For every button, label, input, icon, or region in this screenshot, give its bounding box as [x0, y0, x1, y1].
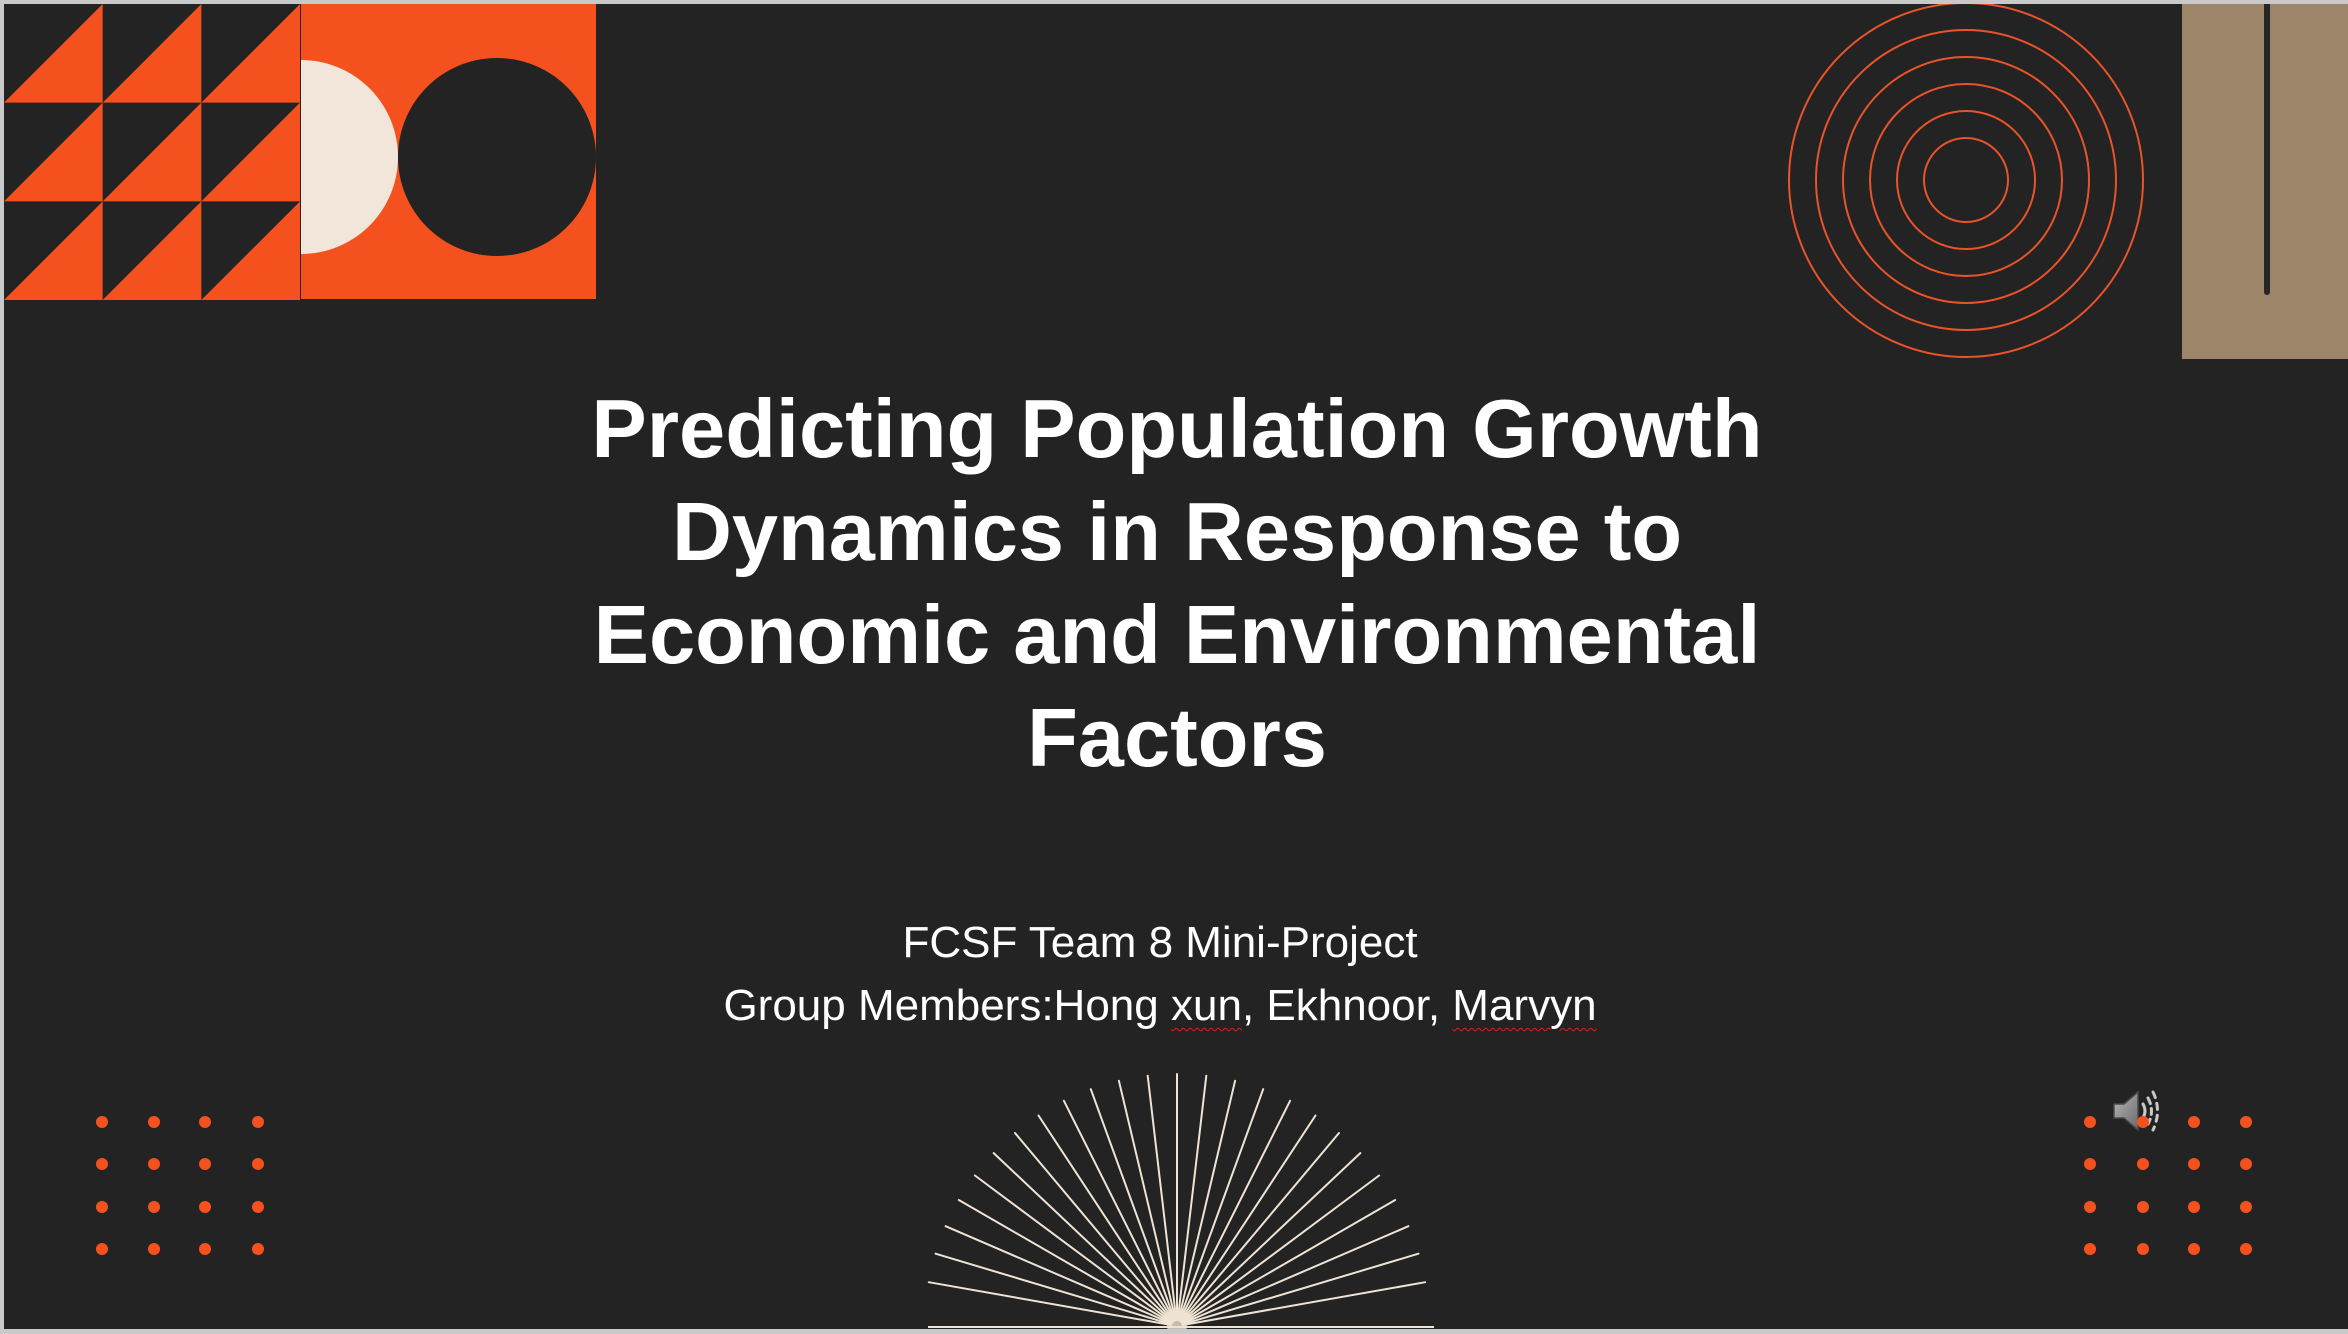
dot — [96, 1158, 108, 1170]
sunburst-ray — [1180, 1152, 1362, 1323]
sunburst-ray — [1117, 1079, 1177, 1322]
sunburst-ray — [1179, 1114, 1317, 1322]
speaker-icon[interactable] — [2108, 1084, 2164, 1138]
subtitle-members: Group Members:Hong xun, Ekhnoor, Marvyn — [560, 974, 1760, 1037]
grid-triangle — [4, 4, 103, 103]
dot — [2188, 1201, 2200, 1213]
sound-wave — [2151, 1090, 2159, 1132]
grid-triangle — [4, 201, 103, 300]
dot — [252, 1158, 264, 1170]
sunburst-ray — [1089, 1088, 1176, 1322]
ring — [1923, 137, 2009, 223]
cream-half-circle — [301, 60, 398, 254]
sunburst-ray — [1062, 1099, 1176, 1322]
dot — [96, 1243, 108, 1255]
dot — [2188, 1116, 2200, 1128]
dot — [148, 1158, 160, 1170]
dot — [2137, 1158, 2149, 1170]
tan-block-decoration — [2182, 4, 2348, 359]
title-line: Predicting Population Growth — [591, 382, 1763, 475]
sunburst-ray — [1181, 1252, 1420, 1326]
tan-block-line — [2264, 4, 2270, 295]
ring — [1842, 56, 2090, 304]
grid-triangle — [201, 102, 300, 202]
dot — [2137, 1243, 2149, 1255]
ring — [1815, 29, 2117, 331]
members-text: , Ekhnoor, — [1241, 981, 1453, 1030]
slide: Predicting Population Growth Dynamics in… — [4, 4, 2348, 1329]
dot — [2084, 1116, 2096, 1128]
dot — [2137, 1116, 2149, 1128]
sunburst-ray — [1181, 1225, 1410, 1325]
sunburst-ray — [1181, 1199, 1397, 1324]
dot — [252, 1201, 264, 1213]
grid-triangle — [102, 102, 202, 202]
members-text: Group Members:Hong — [723, 981, 1171, 1030]
dot — [2188, 1243, 2200, 1255]
dot — [148, 1243, 160, 1255]
members-text: xun — [1170, 981, 1242, 1030]
sunburst-ray — [1176, 1074, 1208, 1321]
circle-square-decoration — [301, 4, 596, 299]
sunburst-ray — [1177, 1079, 1237, 1322]
triangle-grid-decoration — [4, 4, 300, 300]
dot — [2137, 1201, 2149, 1213]
sunburst-center-glow — [1167, 1316, 1187, 1329]
sunburst-ray — [944, 1225, 1173, 1325]
dot — [96, 1201, 108, 1213]
dot — [199, 1201, 211, 1213]
dot — [2240, 1243, 2252, 1255]
sunburst-ray — [927, 1281, 1173, 1326]
dot — [252, 1243, 264, 1255]
dot — [252, 1116, 264, 1128]
sunburst-decoration — [927, 1073, 1434, 1329]
slide-title[interactable]: Predicting Population Growth Dynamics in… — [527, 377, 1827, 789]
sunburst-ray — [1178, 1088, 1265, 1322]
sunburst-ray — [957, 1199, 1173, 1324]
slide-subtitle[interactable]: FCSF Team 8 Mini-Project Group Members:H… — [560, 911, 1760, 1037]
grid-triangle — [102, 4, 202, 103]
sunburst-ray — [934, 1252, 1173, 1326]
dot — [148, 1116, 160, 1128]
dot — [96, 1116, 108, 1128]
grid-triangle — [102, 201, 202, 300]
dark-circle — [398, 58, 596, 256]
ring — [1788, 4, 2144, 358]
sunburst-ray — [1180, 1174, 1381, 1324]
sunburst-ray — [1014, 1132, 1175, 1323]
dot — [148, 1201, 160, 1213]
grid-triangle — [4, 102, 103, 202]
dot — [2240, 1116, 2252, 1128]
ring — [1869, 83, 2063, 277]
dot — [2084, 1158, 2096, 1170]
subtitle-project: FCSF Team 8 Mini-Project — [902, 918, 1418, 967]
sunburst-ray — [1181, 1281, 1427, 1326]
title-line: Factors — [1027, 691, 1327, 784]
dot — [199, 1158, 211, 1170]
sunburst-ray — [992, 1152, 1174, 1323]
ring — [1896, 110, 2036, 250]
dot — [2188, 1158, 2200, 1170]
sunburst-ray — [1146, 1074, 1178, 1321]
sunburst-ray — [1037, 1114, 1175, 1322]
concentric-rings-decoration — [1788, 4, 2144, 358]
speaker-body — [2113, 1090, 2139, 1132]
grid-triangle — [201, 201, 300, 300]
dot — [199, 1116, 211, 1128]
title-line: Dynamics in Response to — [671, 485, 1683, 578]
sunburst-ray — [1179, 1132, 1340, 1323]
dot — [2240, 1201, 2252, 1213]
members-text: Marvyn — [1452, 981, 1597, 1030]
dot — [2240, 1158, 2252, 1170]
grid-triangle — [201, 4, 300, 103]
dot — [2084, 1243, 2096, 1255]
title-line: Economic and Environmental — [593, 588, 1761, 681]
dot — [2084, 1201, 2096, 1213]
sunburst-ray — [973, 1174, 1174, 1324]
sound-wave — [2146, 1096, 2153, 1126]
sunburst-ray — [1178, 1099, 1292, 1322]
dot — [199, 1243, 211, 1255]
